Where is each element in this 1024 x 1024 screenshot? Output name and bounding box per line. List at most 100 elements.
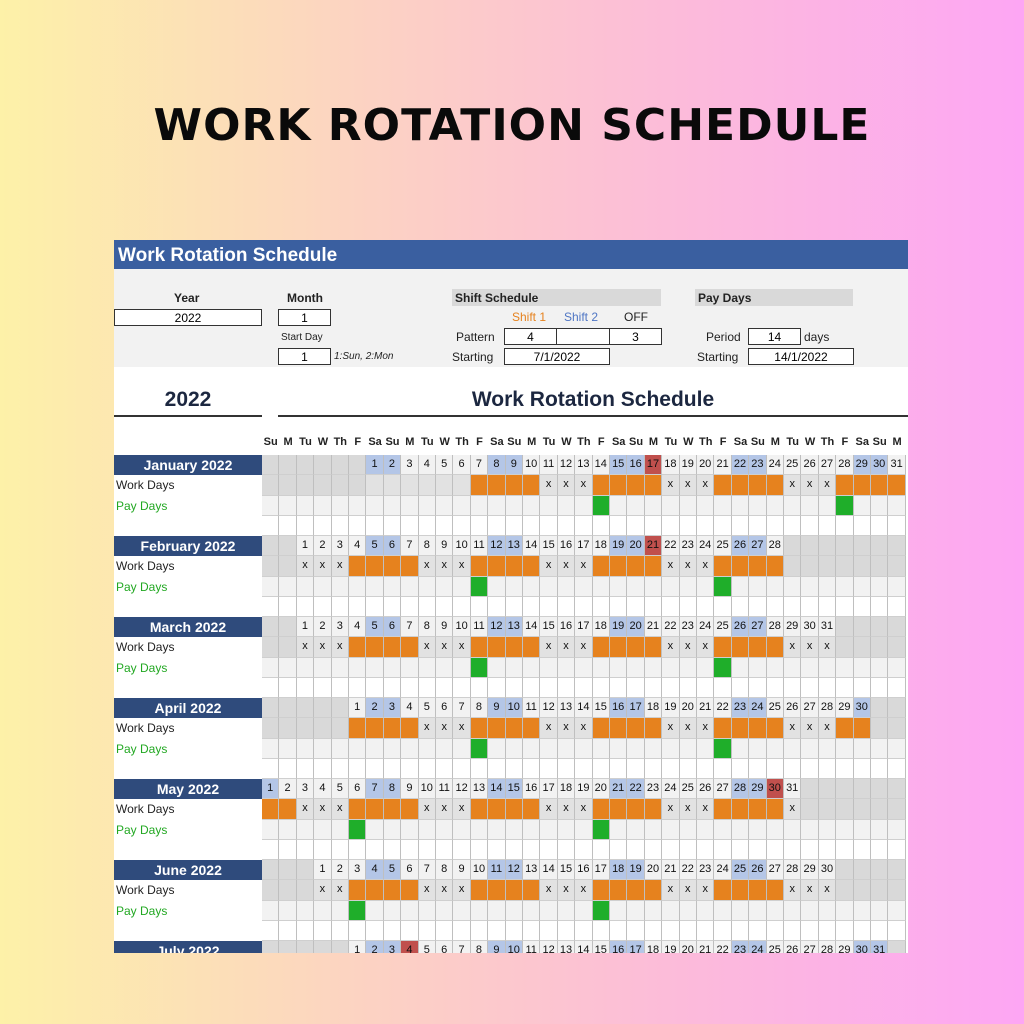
date-cell[interactable]: 1 xyxy=(349,698,367,719)
pay-day-cell[interactable] xyxy=(279,576,297,597)
pay-day-cell[interactable] xyxy=(662,657,680,678)
work-day-cell[interactable] xyxy=(766,718,784,739)
work-day-cell[interactable] xyxy=(644,880,663,901)
work-day-cell[interactable]: x xyxy=(697,556,715,577)
date-cell[interactable]: 12 xyxy=(557,455,576,476)
pay-day-cell[interactable] xyxy=(349,495,367,516)
date-cell[interactable]: 11 xyxy=(523,698,541,719)
pay-day-cell[interactable] xyxy=(331,900,349,921)
work-day-cell[interactable] xyxy=(836,880,854,901)
pay-day-cell[interactable] xyxy=(853,819,871,840)
date-cell[interactable]: 3 xyxy=(296,779,315,800)
date-cell[interactable] xyxy=(836,779,854,800)
work-day-cell[interactable] xyxy=(644,475,663,496)
pay-day-cell[interactable] xyxy=(383,495,402,516)
pay-day-cell[interactable] xyxy=(470,576,489,597)
pay-day-cell[interactable] xyxy=(679,576,697,597)
work-day-cell[interactable]: x xyxy=(557,799,576,820)
date-cell[interactable] xyxy=(279,698,297,719)
date-cell[interactable]: 19 xyxy=(575,779,593,800)
pay-day-cell[interactable] xyxy=(436,738,454,759)
date-cell[interactable]: 7 xyxy=(470,455,489,476)
work-day-cell[interactable] xyxy=(279,880,297,901)
pay-day-cell[interactable] xyxy=(418,738,436,759)
pay-day-cell[interactable] xyxy=(331,819,349,840)
date-cell[interactable]: 31 xyxy=(818,617,837,638)
date-cell[interactable]: 6 xyxy=(383,617,402,638)
pay-day-cell[interactable] xyxy=(331,657,349,678)
date-cell[interactable]: 17 xyxy=(575,536,593,557)
work-day-cell[interactable] xyxy=(888,637,906,658)
date-cell[interactable]: 19 xyxy=(679,455,697,476)
date-cell[interactable]: 12 xyxy=(453,779,471,800)
date-cell[interactable]: 3 xyxy=(331,617,349,638)
pay-day-cell[interactable] xyxy=(679,495,697,516)
pay-day-cell[interactable] xyxy=(418,576,436,597)
date-cell[interactable]: 15 xyxy=(592,941,610,953)
date-cell[interactable] xyxy=(314,455,332,476)
pay-day-cell[interactable] xyxy=(714,900,732,921)
work-day-cell[interactable]: x xyxy=(697,799,715,820)
work-day-cell[interactable] xyxy=(488,718,506,739)
date-cell[interactable]: 24 xyxy=(697,536,715,557)
date-cell[interactable]: 27 xyxy=(801,698,819,719)
pay-day-cell[interactable] xyxy=(557,576,576,597)
pay-day-cell[interactable] xyxy=(331,738,349,759)
work-day-cell[interactable] xyxy=(470,475,489,496)
work-day-cell[interactable] xyxy=(714,556,732,577)
pay-day-cell[interactable] xyxy=(818,495,837,516)
date-cell[interactable]: 15 xyxy=(540,536,558,557)
date-cell[interactable]: 18 xyxy=(644,941,663,953)
work-day-cell[interactable] xyxy=(888,799,906,820)
date-cell[interactable] xyxy=(836,536,854,557)
date-cell[interactable]: 2 xyxy=(383,455,402,476)
pay-day-cell[interactable] xyxy=(731,819,750,840)
work-day-cell[interactable] xyxy=(592,799,610,820)
date-cell[interactable] xyxy=(853,779,871,800)
date-cell[interactable]: 24 xyxy=(749,941,767,953)
date-cell[interactable]: 7 xyxy=(401,536,419,557)
date-cell[interactable]: 16 xyxy=(627,455,645,476)
pay-day-cell[interactable] xyxy=(662,738,680,759)
work-day-cell[interactable] xyxy=(505,718,523,739)
work-day-cell[interactable]: x xyxy=(662,880,680,901)
date-cell[interactable]: 4 xyxy=(314,779,332,800)
work-day-cell[interactable] xyxy=(505,799,523,820)
pay-day-cell[interactable] xyxy=(697,657,715,678)
date-cell[interactable] xyxy=(262,536,280,557)
pay-day-cell[interactable] xyxy=(784,819,802,840)
work-day-cell[interactable] xyxy=(488,799,506,820)
pay-day-cell[interactable] xyxy=(575,495,593,516)
date-cell[interactable]: 27 xyxy=(749,617,767,638)
work-day-cell[interactable] xyxy=(488,637,506,658)
pay-day-cell[interactable] xyxy=(818,657,837,678)
work-day-cell[interactable] xyxy=(610,718,628,739)
pay-day-cell[interactable] xyxy=(505,495,523,516)
pay-day-cell[interactable] xyxy=(349,657,367,678)
pay-day-cell[interactable] xyxy=(488,738,506,759)
pay-day-cell[interactable] xyxy=(262,495,280,516)
pay-day-cell[interactable] xyxy=(262,738,280,759)
date-cell[interactable]: 15 xyxy=(610,455,628,476)
date-cell[interactable]: 4 xyxy=(349,536,367,557)
work-day-cell[interactable]: x xyxy=(296,637,315,658)
date-cell[interactable]: 14 xyxy=(540,860,558,881)
work-day-cell[interactable] xyxy=(836,637,854,658)
work-day-cell[interactable]: x xyxy=(697,637,715,658)
pay-day-cell[interactable] xyxy=(401,900,419,921)
date-cell[interactable]: 19 xyxy=(627,860,645,881)
pay-day-cell[interactable] xyxy=(662,576,680,597)
pay-day-cell[interactable] xyxy=(731,738,750,759)
date-cell[interactable]: 6 xyxy=(436,941,454,953)
work-day-cell[interactable] xyxy=(610,637,628,658)
work-day-cell[interactable]: x xyxy=(697,880,715,901)
work-day-cell[interactable] xyxy=(871,799,889,820)
date-cell[interactable]: 23 xyxy=(697,860,715,881)
date-cell[interactable]: 30 xyxy=(871,455,889,476)
date-cell[interactable]: 11 xyxy=(523,941,541,953)
pay-day-cell[interactable] xyxy=(697,738,715,759)
date-cell[interactable] xyxy=(331,941,349,953)
pay-day-cell[interactable] xyxy=(366,576,384,597)
date-cell[interactable]: 28 xyxy=(731,779,750,800)
work-day-cell[interactable]: x xyxy=(418,637,436,658)
